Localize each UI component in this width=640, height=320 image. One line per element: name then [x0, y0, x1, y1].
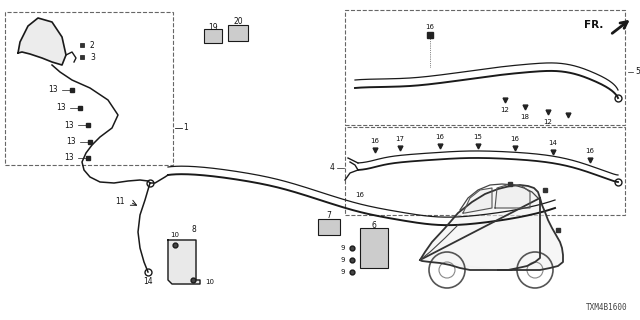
Text: 10: 10 [205, 279, 214, 285]
Polygon shape [463, 188, 492, 213]
Text: TXM4B1600: TXM4B1600 [586, 303, 628, 312]
Text: FR.: FR. [584, 20, 603, 30]
Text: 19: 19 [208, 23, 218, 33]
Text: 13: 13 [65, 121, 74, 130]
Bar [5, 12, 173, 165]
Text: 13: 13 [56, 103, 66, 113]
Polygon shape [420, 185, 563, 270]
Text: 9: 9 [340, 269, 345, 275]
Text: 2: 2 [90, 41, 95, 50]
Text: 12: 12 [543, 119, 552, 125]
Text: 10: 10 [170, 232, 179, 238]
Text: 1: 1 [184, 124, 188, 132]
Text: 13: 13 [49, 85, 58, 94]
Text: 6: 6 [372, 220, 376, 229]
Text: 16: 16 [435, 134, 445, 140]
Text: 18: 18 [520, 114, 529, 120]
Bar [228, 25, 248, 41]
Polygon shape [18, 18, 66, 65]
Text: 13: 13 [65, 154, 74, 163]
Text: 16: 16 [371, 138, 380, 144]
Text: 9: 9 [340, 245, 345, 251]
Text: 13: 13 [67, 138, 76, 147]
Text: 15: 15 [474, 134, 483, 140]
Bar [204, 29, 222, 43]
Bar [345, 127, 625, 215]
Text: 12: 12 [500, 107, 509, 113]
Polygon shape [168, 240, 200, 284]
Text: 14: 14 [143, 277, 153, 286]
Bar [360, 228, 388, 268]
Text: 4: 4 [330, 164, 335, 172]
Text: 16: 16 [355, 192, 365, 198]
Polygon shape [495, 184, 530, 208]
Text: 3: 3 [90, 52, 95, 61]
Text: 5: 5 [635, 68, 640, 76]
Text: 7: 7 [326, 211, 332, 220]
Bar [318, 219, 340, 235]
Bar [345, 10, 625, 125]
Text: 11: 11 [115, 197, 125, 206]
Text: 20: 20 [233, 17, 243, 26]
Text: 14: 14 [548, 140, 557, 146]
Text: 16: 16 [586, 148, 595, 154]
Text: 17: 17 [396, 136, 404, 142]
Text: 16: 16 [426, 24, 435, 30]
Text: 16: 16 [511, 136, 520, 142]
Text: 9: 9 [340, 257, 345, 263]
Text: 8: 8 [192, 226, 196, 235]
